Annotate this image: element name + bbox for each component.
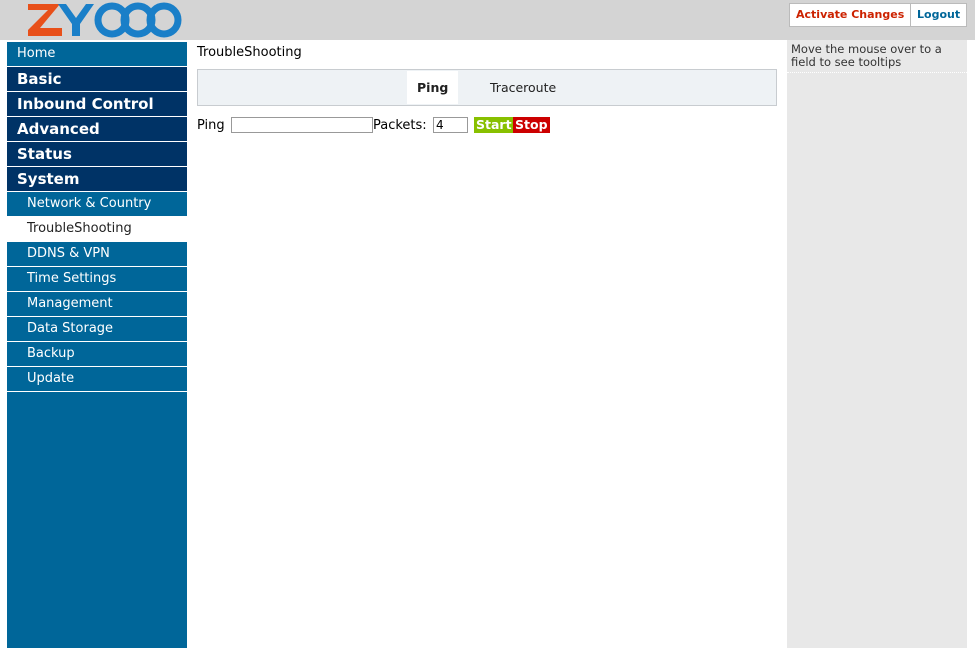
menu-section[interactable]: Basic [7,67,187,92]
tab[interactable]: Traceroute [490,80,557,95]
page-title: TroubleShooting [197,45,302,60]
activate-changes-button[interactable]: Activate Changes [789,3,912,27]
help-panel: Move the mouse over to a field to see to… [787,40,967,648]
header: Activate Changes Logout [0,0,975,40]
tab-active[interactable]: Ping [407,71,459,104]
menu-item[interactable]: Home [7,42,187,67]
menu-section[interactable]: Inbound Control [7,92,187,117]
main-panel: TroubleShooting Ping Traceroute Ping Pac… [187,40,787,648]
menu-item[interactable]: Data Storage [7,317,187,342]
start-button[interactable]: Start [474,117,514,133]
menu-item[interactable]: Network & Country [7,192,187,217]
logo [28,2,182,38]
tooltip-text: Move the mouse over to a field to see to… [787,40,967,73]
menu-section[interactable]: Status [7,142,187,167]
ping-input[interactable] [231,117,373,133]
menu-section[interactable]: System [7,167,187,192]
tab-bar: Ping Traceroute [197,69,777,106]
ping-label: Ping [197,118,225,133]
stop-button[interactable]: Stop [513,117,550,133]
menu-section[interactable]: Advanced [7,117,187,142]
menu-item[interactable]: Time Settings [7,267,187,292]
menu-item[interactable]: Update [7,367,187,392]
menu-item[interactable]: Management [7,292,187,317]
menu-item[interactable]: DDNS & VPN [7,242,187,267]
menu-item[interactable]: Backup [7,342,187,367]
packets-input[interactable]: 4 [433,117,468,133]
packets-label: Packets: [373,118,427,133]
sidebar: Home Basic Inbound Control Advanced Stat… [7,42,187,648]
menu-item-active[interactable]: TroubleShooting [7,217,187,242]
logout-button[interactable]: Logout [910,3,968,27]
